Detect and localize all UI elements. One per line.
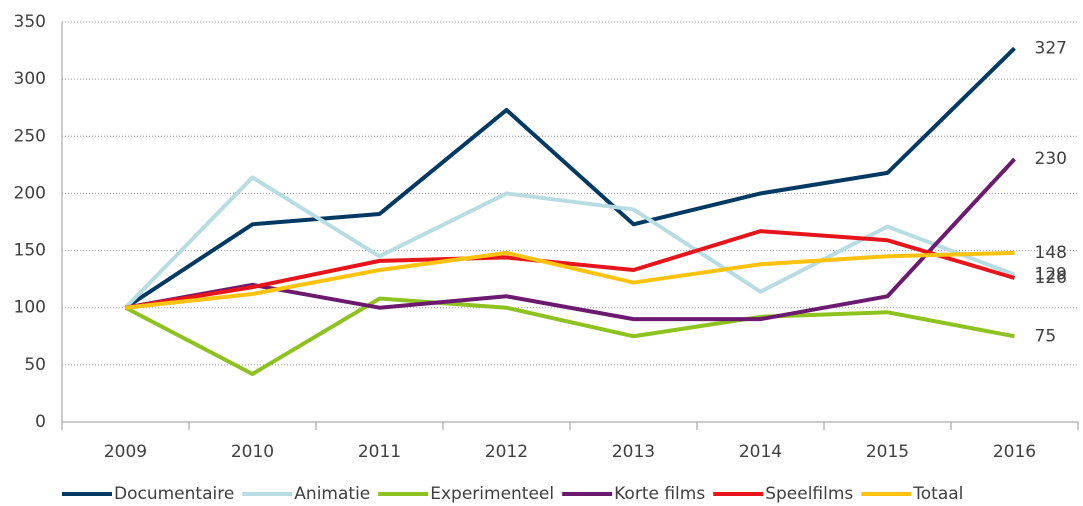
x-tick-label: 2016 [993, 442, 1036, 462]
series-line [124, 296, 1015, 376]
data-label: 126 [1035, 268, 1067, 288]
data-label: 148 [1035, 243, 1067, 263]
y-tick-label: 300 [14, 69, 46, 89]
x-tick-label: 2010 [231, 442, 274, 462]
y-tick-label: 100 [14, 298, 46, 318]
legend-label: Speelfilms [765, 484, 853, 504]
series-line [124, 46, 1016, 310]
x-tick-label: 2013 [612, 442, 655, 462]
x-tick-label: 2011 [358, 442, 401, 462]
legend-label: Totaal [912, 484, 963, 504]
legend-label: Animatie [294, 484, 370, 504]
y-tick-label: 50 [24, 355, 46, 375]
y-tick-label: 150 [14, 241, 46, 261]
y-tick-label: 350 [14, 12, 46, 32]
legend-label: Experimenteel [430, 484, 554, 504]
x-tick-label: 2009 [104, 442, 147, 462]
data-label: 327 [1035, 38, 1067, 58]
x-tick-label: 2012 [485, 442, 528, 462]
x-tick-label: 2015 [866, 442, 909, 462]
legend-label: Documentaire [114, 484, 234, 504]
y-tick-label: 0 [35, 412, 46, 432]
data-label: 129 [1035, 265, 1067, 285]
data-label: 75 [1035, 326, 1057, 346]
legend-label: Korte films [614, 484, 705, 504]
x-tick-label: 2014 [739, 442, 782, 462]
series-line [125, 229, 1016, 310]
y-tick-label: 200 [14, 183, 46, 203]
y-tick-label: 250 [14, 126, 46, 146]
data-label: 230 [1035, 149, 1067, 169]
series-line [124, 175, 1016, 310]
series-line [125, 250, 1015, 310]
